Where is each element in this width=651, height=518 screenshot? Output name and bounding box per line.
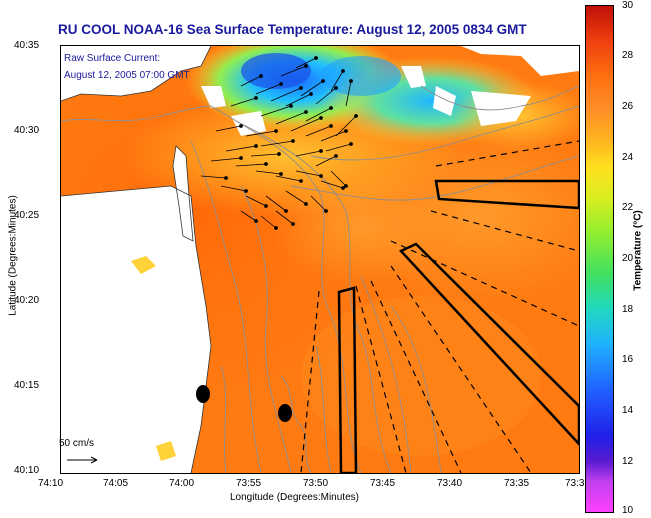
map-canvas [61, 46, 579, 473]
x-tick-label: 74:10 [38, 478, 64, 489]
land-mask [173, 146, 193, 241]
land-mask [61, 46, 211, 101]
x-tick-label: 73:55 [236, 478, 262, 489]
x-tick-label: 73:45 [370, 478, 396, 489]
colorbar-tick: 18 [622, 304, 634, 315]
sst-map [60, 45, 580, 474]
mooring-marker [196, 385, 210, 403]
colorbar-tick: 14 [622, 405, 634, 416]
study-boxes [337, 179, 579, 473]
legend-label: Raw Surface Current: [64, 53, 161, 64]
cloud-mask [433, 86, 456, 116]
colorbar-tick: 10 [622, 505, 634, 516]
bathymetry-contours [61, 85, 579, 473]
y-tick-label: 40:15 [14, 380, 40, 391]
mooring-marker [278, 404, 292, 422]
coastline [61, 185, 212, 473]
x-tick-label: 73:3 [565, 478, 585, 489]
scale-arrow-head [90, 456, 98, 464]
scale-label: 50 cm/s [59, 438, 95, 449]
cloud-mask [461, 46, 579, 76]
colorbar-tick: 12 [622, 456, 634, 467]
x-tick-label: 73:40 [437, 478, 463, 489]
cloud-mask [231, 111, 266, 136]
current-vectors [200, 56, 358, 230]
map-title: RU COOL NOAA-16 Sea Surface Temperature:… [58, 22, 527, 37]
coastal-patch [156, 441, 176, 461]
cool-water [241, 53, 311, 89]
colorbar-tick: 22 [622, 202, 634, 213]
colorbar-label: Temperature (°C) [632, 210, 644, 291]
temperature-colorbar [585, 5, 614, 513]
cloud-mask [471, 91, 531, 126]
legend-date: August 12, 2005 07:00 GMT [64, 70, 190, 81]
x-tick-label: 74:05 [103, 478, 129, 489]
coastal-patch [131, 256, 156, 274]
warm-region [301, 296, 541, 456]
land-mask [61, 346, 211, 473]
colorbar-tick: 16 [622, 354, 634, 365]
colorbar-tick: 24 [622, 152, 634, 163]
colorbar-tick: 30 [622, 0, 634, 11]
y-tick-label: 40:25 [14, 210, 40, 221]
y-tick-label: 40:35 [14, 40, 40, 51]
cloud-mask [401, 66, 426, 88]
y-tick-label: 40:20 [14, 295, 40, 306]
x-axis-label: Longitude (Degrees:Minutes) [230, 492, 359, 503]
y-axis-label: Latitude (Degrees:Minutes) [7, 195, 19, 316]
x-tick-label: 73:35 [504, 478, 530, 489]
x-tick-label: 73:50 [303, 478, 329, 489]
colorbar-tick: 28 [622, 50, 634, 61]
coastline [172, 145, 194, 242]
cloud-mask [201, 86, 226, 108]
coastline [61, 46, 212, 102]
x-tick-label: 74:00 [169, 478, 195, 489]
y-tick-label: 40:10 [14, 465, 40, 476]
colorbar-tick: 20 [622, 253, 634, 264]
dashed-transects [300, 140, 579, 473]
cool-water [321, 56, 401, 96]
y-tick-label: 40:30 [14, 125, 40, 136]
colorbar-tick: 26 [622, 101, 634, 112]
